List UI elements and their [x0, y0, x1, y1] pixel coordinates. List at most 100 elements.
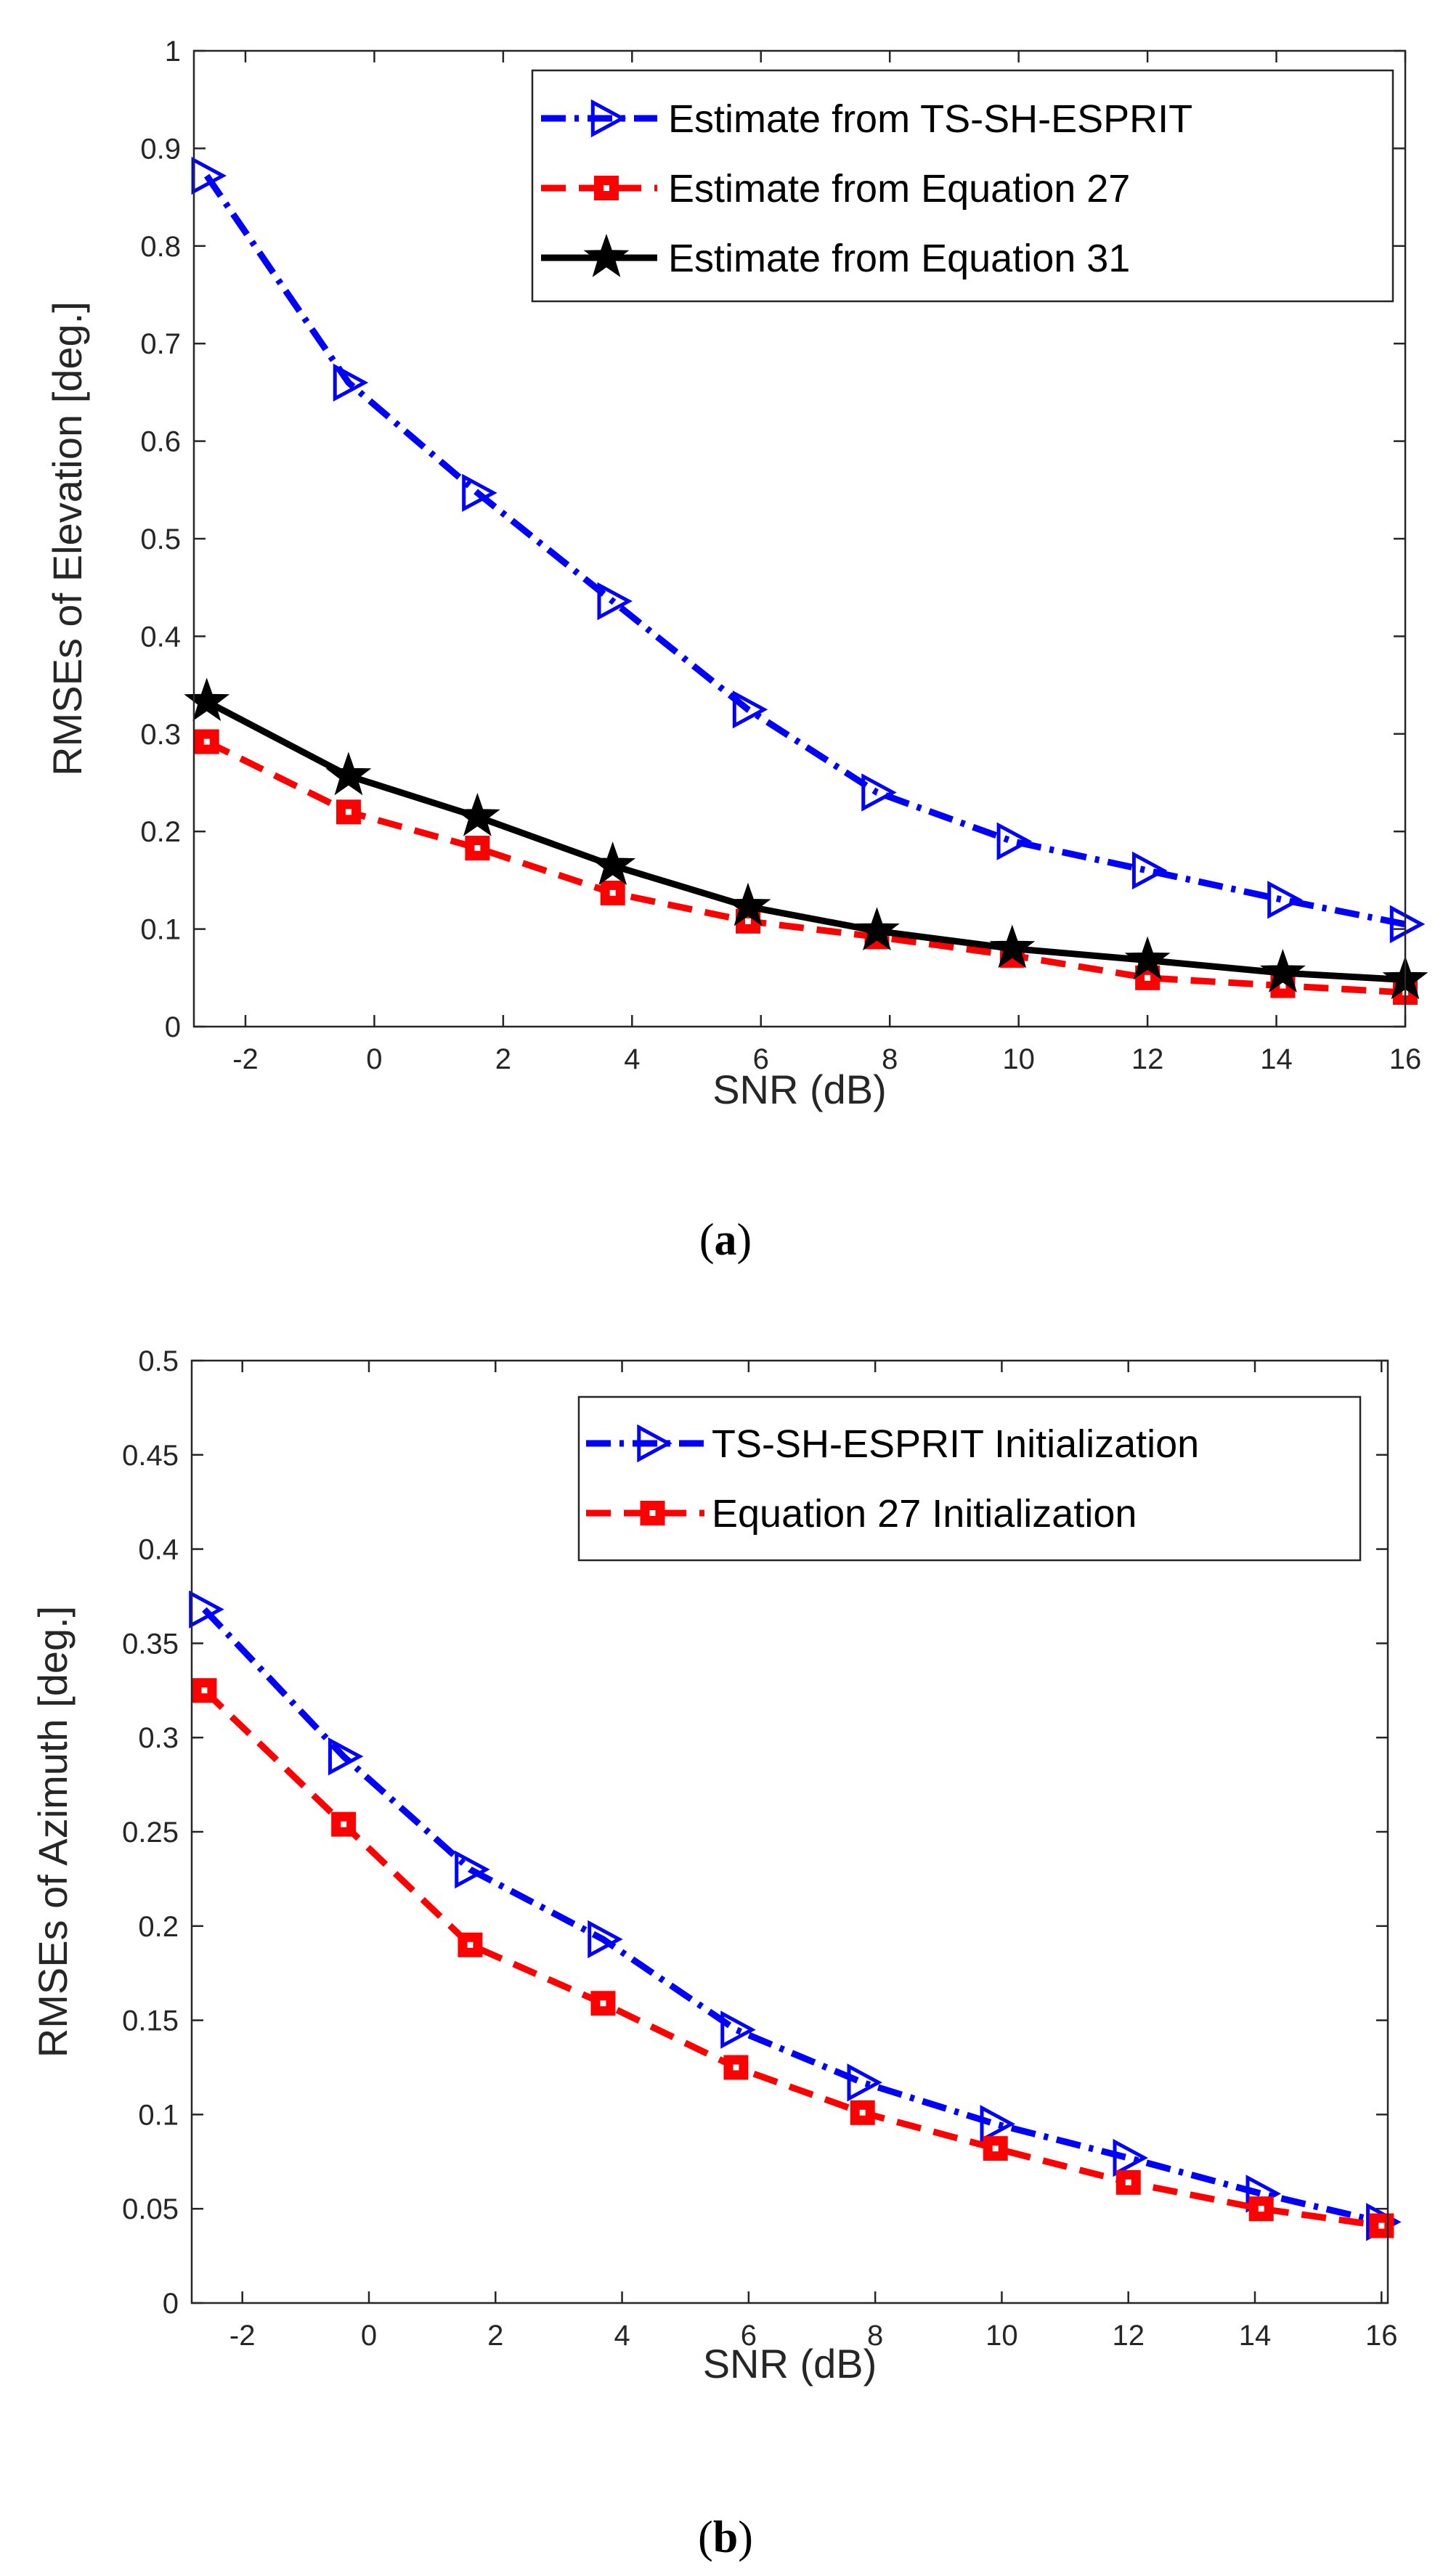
panel-a-series-2-point-center — [203, 738, 210, 745]
panel-a-series-1-line — [203, 174, 1406, 928]
panel-a-x-tick-label: 8 — [882, 1043, 898, 1075]
panel-a-x-tick-label: 4 — [624, 1043, 640, 1075]
panel-b-y-tick-label: 0.35 — [122, 1628, 179, 1660]
panel-a-legend-label: Estimate from TS-SH-ESPRIT — [668, 97, 1192, 141]
panel-b-x-tick-label: 0 — [361, 2320, 377, 2352]
panel-a-series-2-line — [205, 738, 1406, 996]
panel-b-series-2-point-center — [341, 1821, 347, 1827]
panel-a-series-1-point — [996, 822, 1033, 860]
panel-a-series-1-point — [861, 773, 897, 812]
panel-a-x-tick-label: 0 — [366, 1043, 382, 1075]
panel-b-series-2-point-center — [992, 2145, 999, 2152]
panel-a-x-tick-label: 2 — [495, 1043, 511, 1075]
panel-b-caption: (b) — [698, 2513, 753, 2562]
panel-a-series-2-point-center — [474, 845, 481, 852]
panel-b-series-1-point — [328, 1737, 364, 1776]
panel-a-legend-marker-center — [603, 185, 609, 191]
panel-a-legend-box — [531, 69, 1394, 303]
panel-a-series-3-point — [184, 677, 230, 722]
panel-b-x-tick-label: -2 — [229, 2320, 256, 2352]
panel-b-series-1-point — [847, 2063, 882, 2102]
panel-a-series-3-point — [325, 751, 372, 796]
panel-a-series-2-point-center — [1280, 982, 1286, 989]
panel-a-series-3-line — [205, 698, 1406, 983]
panel-a-legend-label: Estimate from Equation 27 — [668, 167, 1130, 211]
panel-b-y-axis-label: RMSEs of Azimuth [deg.] — [30, 1606, 76, 2058]
panel-b-series-2-line — [202, 1688, 1382, 2230]
panel-b-x-tick-label: 2 — [487, 2320, 503, 2352]
panel-b-y-tick-label: 0.15 — [122, 2005, 179, 2037]
panel-b-series-2-point-center — [1258, 2206, 1264, 2212]
panel-b-x-tick-label: 4 — [614, 2320, 630, 2352]
panel-b-series-2-point-center — [600, 2000, 606, 2007]
panel-a-series-2-point-center — [1145, 974, 1151, 981]
panel-a-x-tick-label: -2 — [232, 1043, 259, 1075]
panel-b-axes-box — [190, 1359, 1389, 2304]
panel-b-x-tick-label: 10 — [985, 2320, 1018, 2352]
panel-a-x-tick-label: 16 — [1389, 1043, 1422, 1075]
panel-a-y-tick-label: 0.7 — [140, 328, 181, 360]
panel-a-y-tick-label: 0.5 — [140, 523, 181, 555]
panel-a-series — [184, 156, 1428, 1005]
panel-b-y-tick-label: 0.05 — [122, 2193, 179, 2225]
panel-a-legend-marker — [590, 99, 627, 138]
panel-b-x-axis-label: SNR (dB) — [703, 2341, 877, 2387]
panel-b-series — [189, 1590, 1402, 2241]
panel-a-y-axis-label: RMSEs of Elevation [deg.] — [44, 301, 90, 776]
panel-a-series-3-point — [853, 907, 900, 951]
panel-b-series-1-point — [189, 1590, 224, 1629]
panel-a-series-3-point — [1260, 949, 1306, 993]
panel-b-x-tick-label: 8 — [867, 2320, 883, 2352]
panel-b-x-tick-label: 6 — [741, 2320, 757, 2352]
panel-a-series-3-point — [989, 924, 1036, 969]
panel-a-x-tick-label: 14 — [1260, 1043, 1293, 1075]
panel-b-series-2-point-center — [1378, 2222, 1385, 2229]
panel-b-y-tick-label: 0 — [163, 2288, 179, 2320]
panel-b-y-tick-label: 0.45 — [122, 1440, 179, 1472]
panel-a-y-tick-label: 0.9 — [140, 133, 181, 165]
panel-a-series-1-point — [732, 690, 768, 729]
panel-a-legend-label: Estimate from Equation 31 — [668, 237, 1130, 280]
panel-b-series-2-point-center — [201, 1687, 208, 1694]
panel-a-y-tick-label: 0.2 — [140, 816, 181, 848]
panel-a-y-tick-label: 0.4 — [140, 621, 181, 653]
panel-a-axes-box — [192, 49, 1407, 1028]
panel-a-series-2-point — [465, 836, 490, 861]
panel-a-series-1-point — [1131, 851, 1168, 890]
panel-a-legend: Estimate from TS-SH-ESPRIT Estimate from … — [531, 69, 1394, 303]
panel-a-caption: (a) — [699, 1215, 752, 1265]
panel-a-series-1-point — [597, 582, 633, 621]
panel-a-series-3-point — [1124, 936, 1171, 980]
panel-b-series-2-point — [590, 1991, 616, 2016]
panel-a-series-2-point-center — [345, 809, 351, 815]
panel-a-y-tick-label: 0.1 — [140, 914, 181, 946]
panel-b-series-1-line — [202, 1607, 1383, 2225]
panel-b-legend-marker — [637, 1424, 672, 1463]
panel-a-y-tick-label: 0 — [165, 1011, 181, 1043]
panel-b-series-2-point-center — [467, 1941, 473, 1948]
panel-a-y-tick-label: 1 — [165, 36, 181, 68]
panel-b-legend-marker-center — [649, 1510, 656, 1516]
panel-b-series-2-point-center — [859, 2109, 866, 2116]
panel-b-series-2-point-center — [733, 2064, 739, 2071]
panel-b-legend-label: TS-SH-ESPRIT Initialization — [712, 1422, 1199, 1466]
panel-a-series-2-point-center — [609, 889, 616, 896]
panel-b-x-tick-label: 14 — [1239, 2320, 1272, 2352]
panel-a-x-tick-label: 12 — [1131, 1043, 1164, 1075]
panel-b-series-1-point — [720, 2010, 756, 2049]
panel-a-series-1-point — [1389, 905, 1426, 944]
panel-b-y-tick-label: 0.1 — [138, 2099, 179, 2131]
panel-a-series-3-point — [455, 792, 500, 836]
panel-b-series-1-point — [1113, 2138, 1148, 2177]
panel-b-y-tick-label: 0.4 — [138, 1534, 179, 1566]
panel-b-y-tick-label: 0.25 — [122, 1817, 179, 1849]
panel-b-legend-box — [577, 1395, 1362, 1562]
panel-a-ticks: -2 0 2 4 6 8 10 12 14 16 0 0.1 0.2 0.3 0.4 0.5 0.6 0.7 0.8… — [140, 36, 1421, 1075]
panel-b-y-tick-label: 0.5 — [138, 1345, 179, 1377]
panel-b-x-tick-label: 12 — [1112, 2320, 1145, 2352]
panel-a-series-1-point — [333, 363, 369, 402]
panel-a-series-2-point-center — [745, 918, 752, 924]
panel-a-chart: -2 0 2 4 6 8 10 12 14 16 0 0.1 0.2 0.3 0.4 0.5 0.6 0.7 0.8… — [44, 36, 1428, 1112]
